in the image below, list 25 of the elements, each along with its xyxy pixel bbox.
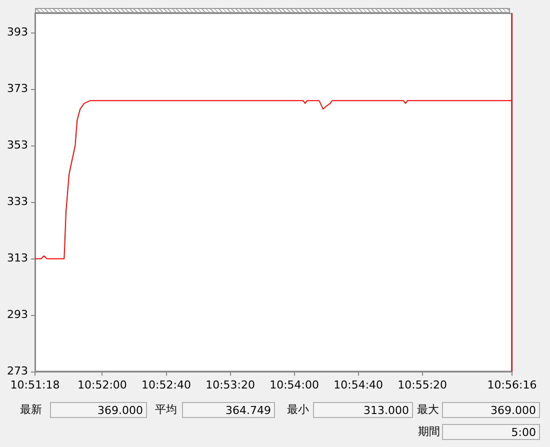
text: 313.000 bbox=[313, 402, 413, 418]
x-tick-label: 10:56:16 bbox=[487, 378, 537, 392]
text: 最大 bbox=[417, 402, 439, 418]
text: 期間 bbox=[418, 424, 440, 440]
x-tick-label: 10:51:18 bbox=[10, 378, 60, 392]
text: 最新 bbox=[20, 402, 42, 418]
text: 5:00 bbox=[442, 424, 540, 440]
text: 最小 bbox=[287, 402, 309, 418]
x-tick-label: 10:54:00 bbox=[270, 378, 320, 392]
y-tick-label: 273 bbox=[7, 364, 28, 378]
y-tick-label: 373 bbox=[7, 82, 28, 96]
x-tick-label: 10:52:00 bbox=[78, 378, 127, 392]
x-tick-label: 10:53:20 bbox=[206, 378, 255, 392]
text: 平均 bbox=[155, 402, 177, 418]
y-tick-label: 353 bbox=[7, 138, 28, 152]
y-tick-label: 393 bbox=[7, 26, 28, 39]
x-tick-label: 10:55:20 bbox=[398, 378, 448, 392]
y-tick-label: 333 bbox=[7, 195, 28, 208]
text: 369.000 bbox=[442, 402, 540, 418]
text: 369.000 bbox=[50, 402, 147, 418]
x-tick-label: 10:54:40 bbox=[334, 378, 384, 392]
x-tick-label: 10:52:40 bbox=[142, 378, 191, 392]
y-tick-label: 313 bbox=[7, 252, 28, 265]
y-tick-label: 293 bbox=[7, 308, 28, 322]
text: 364.749 bbox=[182, 402, 275, 418]
